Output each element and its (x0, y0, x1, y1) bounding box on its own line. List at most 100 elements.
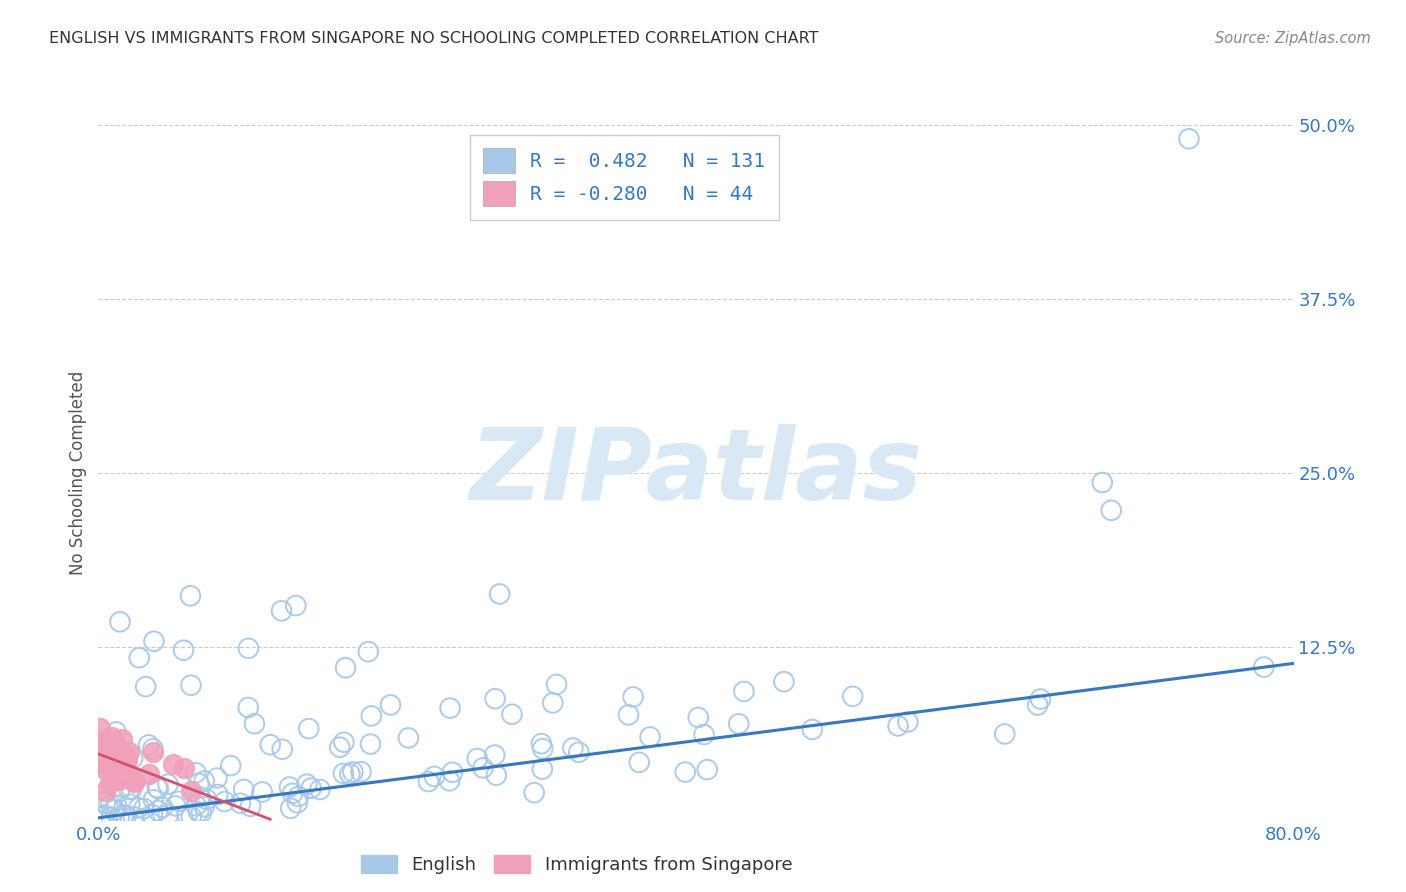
Point (994, 727, 1017, 741)
Point (329, 740, 352, 755)
Point (350, 764, 373, 779)
Point (108, 772, 131, 787)
Point (298, 722, 321, 736)
Point (214, 795, 236, 809)
Point (439, 701, 461, 715)
Point (89, 789, 111, 804)
Point (93, 808, 115, 822)
Point (115, 750, 138, 764)
Point (94, 751, 117, 765)
Point (96, 764, 118, 778)
Point (146, 780, 169, 795)
Point (484, 691, 506, 706)
Point (250, 785, 273, 799)
Point (135, 680, 157, 694)
Point (112, 756, 135, 771)
Point (239, 799, 262, 814)
Point (98, 742, 121, 756)
Point (541, 696, 564, 710)
Point (100, 797, 122, 812)
Point (332, 766, 354, 780)
Point (96, 762, 118, 776)
Point (180, 678, 202, 692)
Point (693, 727, 716, 741)
Point (696, 763, 718, 777)
Point (188, 790, 211, 805)
Point (423, 769, 446, 783)
Point (1099, 503, 1122, 517)
Point (96, 747, 118, 761)
Point (531, 741, 554, 756)
Point (501, 707, 523, 722)
Point (271, 742, 294, 756)
Point (96, 748, 118, 763)
Point (142, 745, 165, 759)
Point (229, 796, 252, 810)
Point (357, 645, 380, 659)
Point (108, 615, 131, 629)
Point (841, 690, 863, 704)
Point (148, 781, 170, 796)
Point (333, 735, 356, 749)
Point (108, 747, 131, 761)
Point (176, 807, 198, 822)
Point (90, 737, 112, 751)
Point (110, 754, 132, 768)
Point (100, 810, 122, 824)
Point (193, 773, 215, 788)
Point (110, 762, 132, 776)
Point (628, 756, 651, 770)
Point (561, 741, 583, 756)
Point (111, 731, 134, 746)
Point (156, 777, 179, 791)
Point (617, 707, 640, 722)
Point (801, 723, 824, 737)
Point (105, 798, 128, 813)
Point (121, 782, 143, 797)
Point (243, 716, 266, 731)
Point (115, 753, 138, 767)
Text: Source: ZipAtlas.com: Source: ZipAtlas.com (1215, 31, 1371, 46)
Point (195, 792, 218, 806)
Point (309, 782, 332, 797)
Point (488, 587, 510, 601)
Point (299, 781, 322, 796)
Point (132, 811, 155, 825)
Point (887, 719, 910, 733)
Point (441, 765, 464, 780)
Point (173, 761, 195, 775)
Point (103, 803, 125, 817)
Point (278, 780, 301, 794)
Point (259, 738, 281, 752)
Point (1178, 132, 1201, 146)
Point (773, 674, 796, 689)
Point (179, 589, 201, 603)
Point (89, 747, 111, 762)
Point (167, 794, 190, 808)
Point (187, 776, 209, 790)
Point (1029, 692, 1052, 706)
Point (121, 751, 143, 765)
Point (1026, 698, 1049, 712)
Point (110, 748, 132, 763)
Point (546, 677, 568, 691)
Point (98, 752, 121, 766)
Point (132, 801, 155, 815)
Point (280, 801, 302, 815)
Point (339, 767, 361, 781)
Point (118, 797, 141, 811)
Point (418, 774, 440, 789)
Point (128, 801, 150, 815)
Point (232, 782, 254, 797)
Point (122, 810, 145, 824)
Point (128, 650, 150, 665)
Point (115, 809, 138, 823)
Point (359, 737, 381, 751)
Point (98, 745, 121, 759)
Point (100, 740, 122, 755)
Point (146, 804, 169, 818)
Point (184, 798, 207, 813)
Point (112, 808, 135, 822)
Legend: English, Immigrants from Singapore: English, Immigrants from Singapore (353, 847, 800, 881)
Point (108, 785, 131, 799)
